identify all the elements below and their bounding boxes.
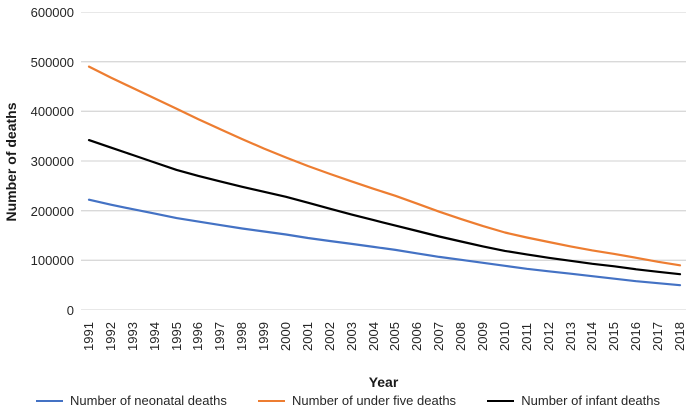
x-tick-label: 1992 — [102, 322, 118, 351]
x-tick-label: 1991 — [81, 322, 96, 351]
legend-label: Number of neonatal deaths — [70, 393, 227, 408]
legend-label: Number of under five deaths — [292, 393, 457, 408]
legend-line-swatch — [258, 399, 286, 402]
x-tick-label: 1999 — [256, 322, 272, 351]
x-tick-label: 2003 — [343, 322, 359, 351]
x-tick-label: 2002 — [321, 322, 337, 351]
x-tick-label: 2018 — [672, 322, 687, 351]
x-tick-label: 2015 — [606, 322, 622, 351]
x-tick-label: 1998 — [234, 322, 250, 351]
x-tick-label: 1995 — [168, 322, 184, 351]
legend-label: Number of infant deaths — [521, 393, 660, 408]
legend-line-swatch — [36, 399, 63, 402]
series-line — [87, 139, 682, 276]
x-tick-label: 2000 — [278, 322, 293, 351]
chart-legend: Number of neonatal deaths Number of under… — [0, 393, 690, 408]
y-tick-label: 0 — [66, 303, 74, 318]
x-tick-label: 2001 — [299, 322, 315, 351]
x-tick-label: 2013 — [562, 322, 578, 351]
x-tick-label: 2010 — [496, 322, 512, 351]
x-tick-label: 2012 — [540, 322, 556, 351]
y-tick-label: 300000 — [30, 154, 74, 169]
x-tick-label: 2008 — [453, 322, 469, 351]
x-tick-label: 2016 — [628, 322, 644, 351]
y-tick-label: 200000 — [30, 203, 74, 219]
x-tick-label: 2004 — [365, 322, 381, 351]
y-tick-label: 400000 — [30, 104, 74, 120]
legend-item: Number of neonatal deaths — [36, 393, 227, 408]
x-tick-label: 2017 — [650, 322, 666, 351]
x-tick-label: 1993 — [124, 322, 140, 351]
legend-line-swatch — [487, 399, 515, 402]
x-tick-label: 2006 — [409, 322, 425, 351]
plot-area — [81, 12, 686, 310]
x-tick-label: 2011 — [518, 323, 534, 351]
series-line — [87, 198, 682, 287]
x-tick-label: 1997 — [212, 322, 228, 351]
y-tick-label: 600000 — [30, 5, 74, 20]
x-axis-title: Year — [368, 374, 399, 390]
y-tick-label: 100000 — [30, 253, 74, 269]
legend-item: Number of infant deaths — [487, 393, 660, 408]
x-tick-label: 1994 — [146, 322, 162, 351]
legend-item: Number of under five deaths — [258, 393, 456, 408]
series-line — [87, 65, 682, 267]
y-tick-label: 500000 — [30, 54, 74, 70]
x-tick-label: 2007 — [431, 322, 447, 351]
x-tick-label: 2009 — [475, 322, 490, 351]
x-tick-label: 2014 — [584, 322, 600, 351]
x-tick-label: 2005 — [387, 322, 403, 351]
x-tick-label: 1996 — [190, 322, 206, 351]
